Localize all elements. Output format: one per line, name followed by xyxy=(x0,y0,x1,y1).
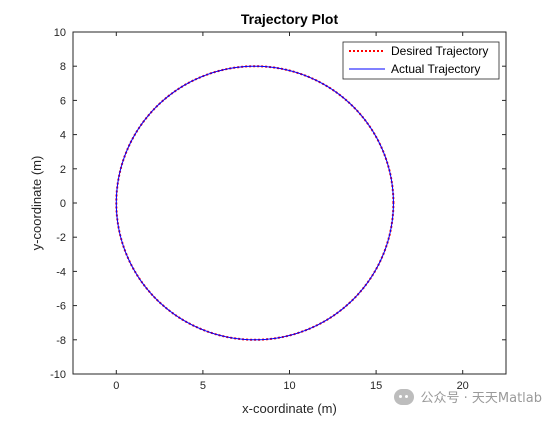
y-tick-label: -2 xyxy=(56,232,66,244)
y-tick-label: 2 xyxy=(60,164,66,176)
y-tick-label: -6 xyxy=(56,301,66,313)
y-tick-label: 6 xyxy=(60,95,66,107)
watermark: 公众号 · 天天Matlab xyxy=(394,387,542,406)
x-tick-label: 20 xyxy=(457,380,469,392)
x-axis-label: x-coordinate (m) xyxy=(242,401,337,416)
x-tick-label: 15 xyxy=(370,380,382,392)
y-tick-label: -8 xyxy=(56,335,66,347)
y-tick-label: -4 xyxy=(56,266,66,278)
x-axis-ticks: 0 5 10 15 20 xyxy=(113,32,469,392)
y-tick-label: -10 xyxy=(50,369,66,381)
legend-box xyxy=(342,41,500,80)
y-tick-label: 0 xyxy=(60,198,66,210)
legend-label-desired: Desired Trajectory xyxy=(391,44,488,58)
y-axis-ticks: -10 -8 -6 -4 -2 0 2 4 6 8 10 xyxy=(50,27,506,381)
x-tick-label: 5 xyxy=(200,380,206,392)
legend-label-actual: Actual Trajectory xyxy=(391,62,480,76)
chart-title: Trajectory Plot xyxy=(241,11,339,27)
legend: Desired Trajectory Actual Trajectory xyxy=(342,41,500,80)
y-tick-label: 8 xyxy=(60,61,66,73)
x-tick-label: 0 xyxy=(113,380,119,392)
x-tick-label: 10 xyxy=(283,380,295,392)
y-axis-label: y-coordinate (m) xyxy=(29,156,44,251)
series-line-actual xyxy=(115,65,394,341)
y-tick-label: 4 xyxy=(60,130,66,142)
trajectory-lines xyxy=(115,65,395,341)
y-tick-label: 10 xyxy=(54,27,66,39)
axes-background xyxy=(72,31,507,375)
watermark-text: 公众号 · 天天Matlab xyxy=(420,391,542,406)
wechat-icon xyxy=(394,388,415,405)
